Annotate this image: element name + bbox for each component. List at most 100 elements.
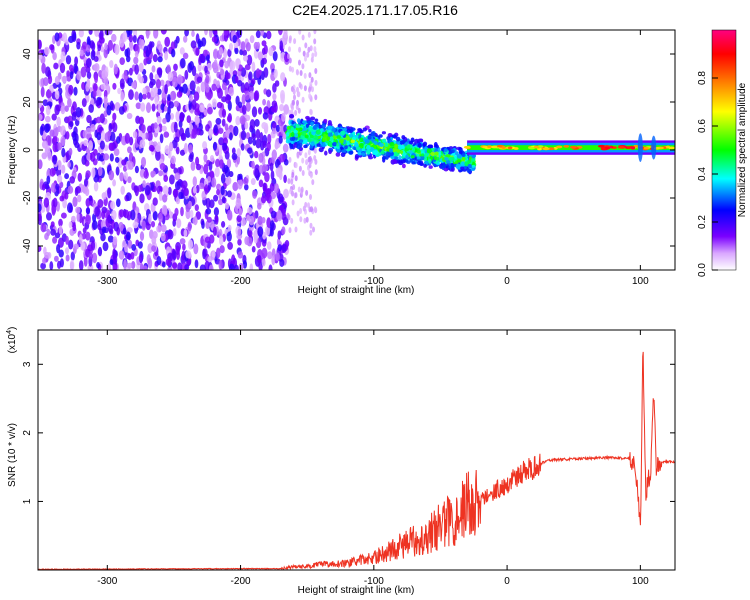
heatmap-cell (266, 141, 271, 152)
heatmap-cell (597, 144, 606, 148)
heatmap-cell (296, 86, 299, 93)
heatmap-cell (428, 158, 432, 164)
heatmap-cell (253, 236, 258, 244)
heatmap-cell (298, 82, 302, 88)
heatmap-cell (360, 152, 366, 156)
heatmap-cell (123, 171, 129, 181)
heatmap-cell (278, 135, 283, 144)
heatmap-cell (348, 133, 354, 138)
heatmap-cell (68, 147, 73, 156)
heatmap-cell (169, 141, 174, 152)
heatmap-cell (311, 179, 315, 186)
heatmap-cell (148, 81, 154, 89)
heatmap-cell (316, 143, 320, 147)
heatmap-cell (108, 142, 115, 152)
heatmap-cell (368, 155, 374, 160)
heatmap-cell (53, 255, 59, 262)
heatmap-cell (138, 92, 143, 103)
heatmap-cell (103, 47, 108, 59)
heatmap-cell (128, 89, 134, 100)
heatmap-cell (237, 251, 244, 259)
heatmap-cell (287, 214, 291, 221)
heatmap-cell (134, 91, 139, 101)
heatmap-cell (127, 176, 132, 184)
heatmap-cell (92, 252, 98, 264)
heatmap-cell (248, 71, 253, 81)
colorbar-label: Normalized spectral amplitude (737, 82, 748, 217)
heatmap-cell (410, 137, 415, 143)
heatmap-cell (42, 77, 49, 87)
heatmap-cell (327, 125, 333, 131)
heatmap-cell (101, 210, 105, 220)
heatmap-cell (438, 151, 442, 156)
spectrogram-y-axis: -40 -20 0 20 40 (22, 48, 675, 253)
heatmap-cell (52, 51, 57, 61)
heatmap-cell (102, 241, 109, 252)
heatmap-cell (313, 38, 317, 45)
heatmap-cell (90, 49, 96, 61)
heatmap-cell (288, 46, 291, 53)
colorbar-gradient (711, 29, 737, 271)
heatmap-cell (262, 98, 267, 106)
heatmap-cell (60, 125, 66, 136)
heatmap-cell (312, 226, 315, 233)
colorbar-tick-label: 0.4 (697, 167, 708, 181)
heatmap-cell (373, 140, 378, 146)
heatmap-cell (279, 153, 285, 163)
heatmap-cell (70, 215, 76, 223)
heatmap-cell (78, 30, 84, 38)
heatmap-cell (305, 123, 310, 128)
heatmap-cell (105, 83, 110, 91)
heatmap-cell (445, 154, 451, 158)
heatmap-cell (131, 81, 137, 89)
heatmap-cell (310, 76, 314, 83)
heatmap-cell (320, 128, 324, 132)
heatmap-cell (47, 150, 52, 161)
heatmap-cell (398, 144, 403, 150)
heatmap-cell (332, 141, 337, 146)
heatmap-cell (195, 156, 200, 166)
heatmap-cell (85, 58, 92, 68)
heatmap-cell (283, 174, 287, 184)
heatmap-cell (126, 262, 133, 269)
heatmap-cell (74, 141, 80, 149)
heatmap-cell (240, 143, 245, 151)
heatmap-cell (94, 30, 100, 37)
heatmap-cell (323, 118, 328, 123)
heatmap-cell (217, 87, 223, 99)
heatmap-cell (184, 264, 190, 270)
heatmap-cell (196, 76, 203, 84)
heatmap-cell (247, 136, 253, 145)
heatmap-cell (140, 102, 146, 112)
heatmap-cell (293, 129, 298, 134)
colorbar: 0.0 0.2 0.4 0.6 0.8 Normalized spectral ampl… (697, 29, 748, 277)
heatmap-cell (146, 92, 151, 99)
heatmap-cell (67, 185, 74, 194)
heatmap-cell (132, 130, 138, 139)
heatmap-cell (290, 217, 294, 224)
heatmap-cell (257, 106, 263, 115)
heatmap-cell (294, 132, 299, 138)
heatmap-cell (97, 89, 102, 98)
heatmap-cell (58, 218, 63, 227)
heatmap-cell (651, 135, 657, 160)
heatmap-cell (50, 182, 57, 193)
heatmap-cell (130, 252, 135, 260)
heatmap-cell (132, 221, 139, 229)
heatmap-cell (83, 256, 88, 267)
heatmap-cell (78, 233, 83, 245)
heatmap-cell (202, 141, 208, 150)
heatmap-cell (282, 209, 286, 217)
heatmap-cell (184, 30, 189, 37)
heatmap-cell (204, 84, 210, 93)
heatmap-cell (303, 217, 307, 224)
heatmap-cell (294, 162, 298, 169)
heatmap-cell (292, 88, 296, 95)
heatmap-cell (308, 72, 312, 79)
heatmap-cell (159, 79, 165, 86)
heatmap-cell (314, 68, 318, 74)
heatmap-cell (51, 206, 56, 216)
heatmap-cell (218, 137, 225, 146)
heatmap-cell (297, 107, 301, 114)
heatmap-cell (64, 173, 70, 180)
